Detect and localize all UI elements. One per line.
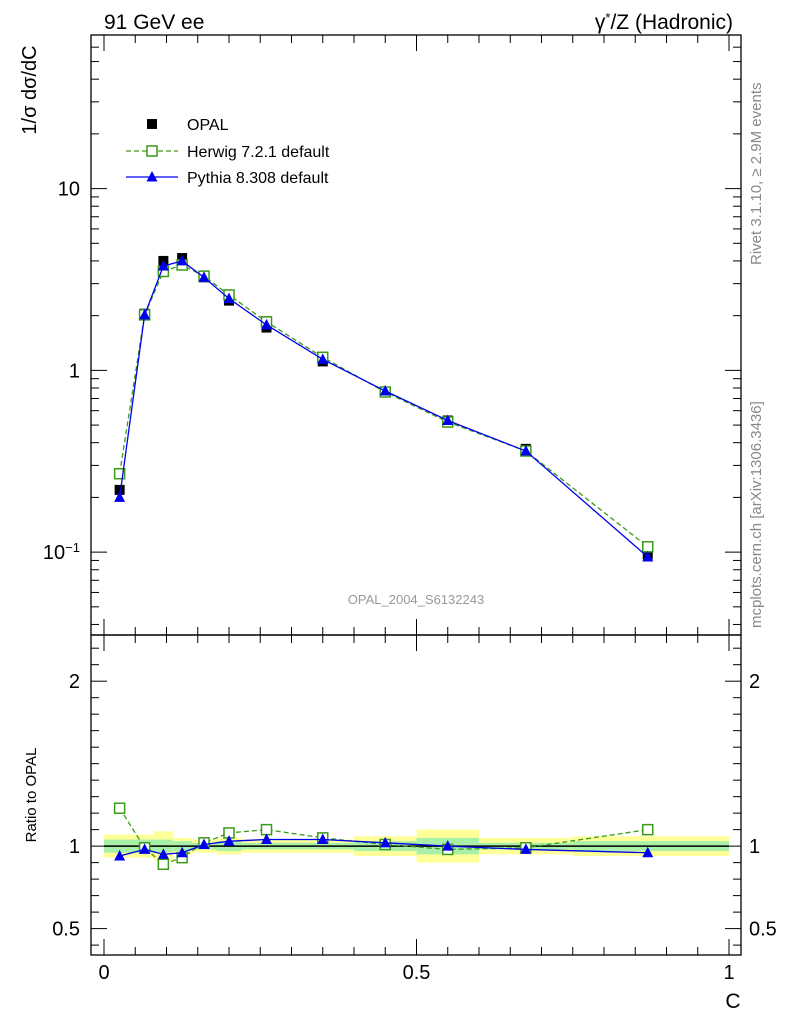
ratio-panel: 0.5 0.5 1 1 2 2 0 0.5 1 Ratio to OPAL C: [23, 634, 777, 1013]
legend-label: OPAL: [187, 117, 229, 134]
main-ytick-label: 10−1: [43, 540, 80, 565]
header-right-suffix: /Z (Hadronic): [610, 11, 733, 34]
data-point: [520, 843, 532, 854]
ratio-ytick-label-left: 2: [69, 671, 80, 693]
ratio-series-pythia-8-308-default: [114, 833, 654, 861]
main-ytick-label-exp: −1: [65, 540, 80, 555]
series-line: [118, 264, 649, 548]
main-marks: [113, 253, 654, 562]
legend-marker: [147, 119, 157, 129]
rivet-label-suffix: 2.9M events: [748, 82, 765, 168]
legend-label: Herwig 7.2.1 default: [187, 144, 330, 161]
data-point: [442, 414, 454, 425]
series-pythia-8-308-default: [114, 254, 654, 562]
main-ylabel: 1/σ dσ/dC: [19, 45, 41, 134]
header-right-sup: *: [605, 10, 610, 25]
header-left: 91 GeV ee: [104, 11, 204, 34]
data-point: [198, 271, 210, 282]
x-tick-label: 0: [98, 962, 109, 984]
data-point: [317, 353, 329, 364]
ratio-frame: [90, 634, 742, 956]
ratio-ytick-label-left: 1: [69, 836, 80, 858]
series-opal: [114, 253, 653, 560]
rivet-label-prefix: Rivet 3.1.10,: [748, 177, 765, 265]
data-point: [261, 833, 272, 845]
legend-label: Pythia 8.308 default: [187, 170, 329, 187]
x-tick-label: 1: [723, 962, 734, 984]
data-point: [317, 833, 329, 845]
data-point: [113, 467, 126, 480]
legend: OPAL Herwig 7.2.1 default Pythia 8.308 def…: [126, 117, 330, 187]
main-ytick-label-base: 10: [43, 542, 65, 564]
main-ytick-label: 1: [69, 360, 80, 382]
data-point: [198, 838, 210, 849]
ratio-ytick-label-left: 0.5: [52, 919, 80, 941]
ratio-axes: 0.5 0.5 1 1 2 2 0 0.5 1: [52, 635, 777, 984]
data-point: [520, 445, 532, 456]
mcplots-label: mcplots.cern.ch [arXiv:1306.3436]: [748, 401, 765, 628]
ratio-ylabel: Ratio to OPAL: [23, 748, 40, 843]
legend-entry-opal: OPAL: [147, 117, 229, 134]
data-point: [379, 836, 391, 848]
data-point: [442, 840, 454, 851]
legend-entry-pythia-8-308-default: Pythia 8.308 default: [126, 170, 329, 187]
ratio-marks: [113, 802, 654, 871]
series-herwig-7-2-1-default: [113, 259, 654, 553]
legend-entry-herwig-7-2-1-default: Herwig 7.2.1 default: [126, 144, 330, 161]
series-line: [119, 838, 648, 857]
data-point: [260, 823, 273, 836]
data-point: [114, 484, 125, 495]
x-tick-label: 0.5: [403, 962, 431, 984]
main-ytick-label: 10: [58, 179, 80, 201]
rivet-label-ge: ≥: [748, 168, 765, 176]
ratio-ytick-label-right: 0.5: [749, 919, 777, 941]
data-point: [176, 254, 188, 266]
data-point: [157, 260, 169, 271]
data-point: [642, 551, 654, 562]
ratio-ytick-label-right: 1: [749, 836, 760, 858]
header-right: γ*/Z (Hadronic): [595, 10, 733, 35]
data-point: [157, 848, 169, 859]
legend-marker: [146, 145, 158, 157]
data-point: [379, 384, 391, 396]
data-point: [114, 850, 126, 861]
analysis-watermark: OPAL_2004_S6132243: [348, 592, 484, 607]
data-point: [261, 318, 272, 330]
x-axis-label: C: [725, 990, 740, 1013]
ratio-bands: [104, 829, 729, 863]
ratio-ytick-label-right: 2: [749, 671, 760, 693]
series-line: [118, 260, 649, 558]
data-point: [139, 843, 151, 854]
data-point: [113, 802, 126, 814]
data-point: [157, 858, 170, 871]
data-point: [176, 846, 188, 858]
data-point: [642, 823, 654, 836]
rivet-label: Rivet 3.1.10, ≥ 2.9M events: [748, 82, 765, 265]
legend-marker: [146, 171, 158, 182]
data-point: [223, 292, 235, 304]
data-point: [223, 835, 235, 846]
data-point: [114, 491, 126, 502]
data-point: [139, 308, 151, 320]
header-right-prefix: γ: [595, 11, 606, 34]
data-point: [642, 541, 654, 553]
data-point: [642, 846, 654, 858]
ratio-series-herwig-7-2-1-default: [113, 802, 654, 871]
